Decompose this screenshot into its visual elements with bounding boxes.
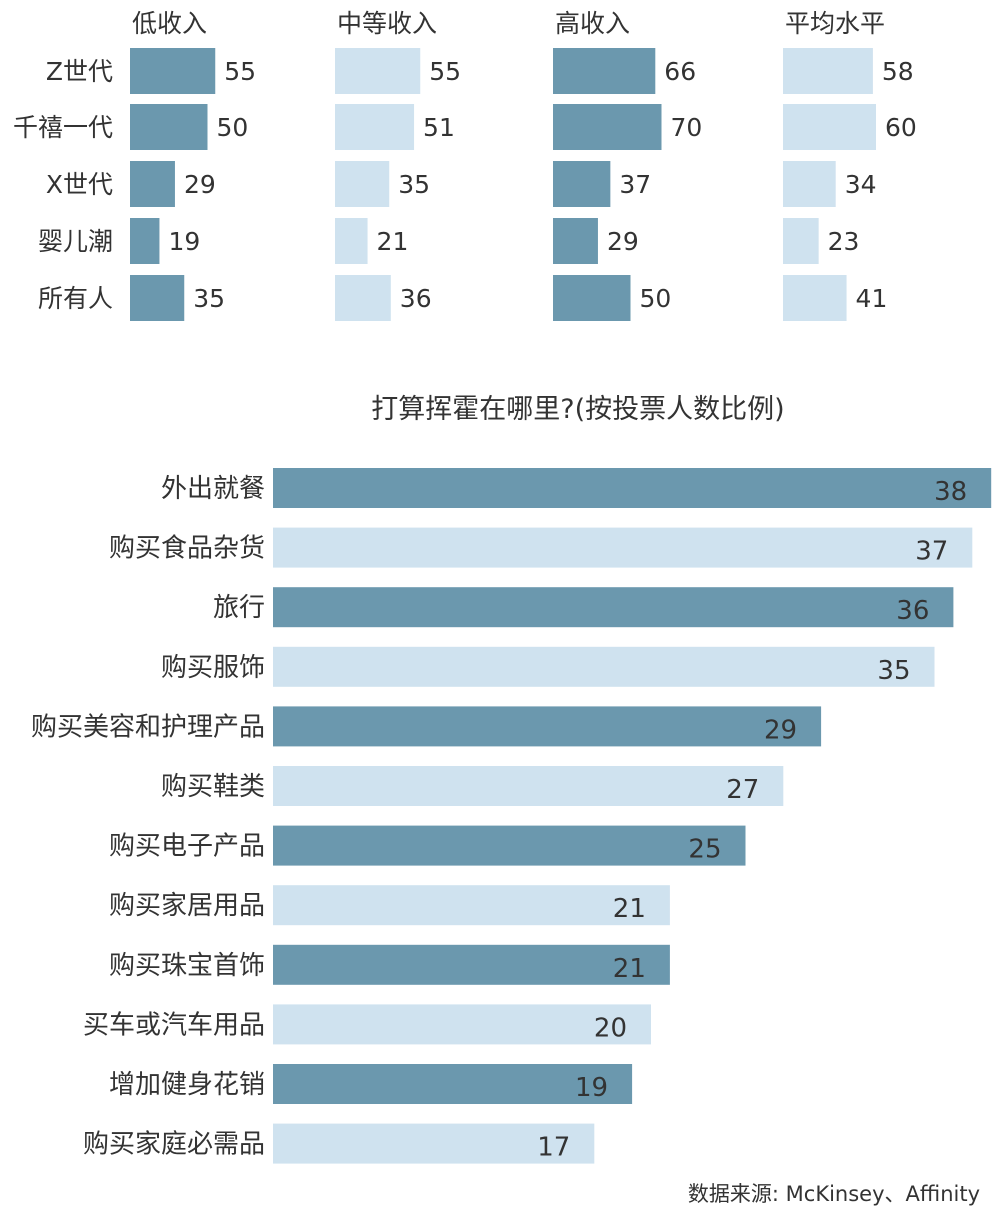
- bar: [130, 161, 175, 207]
- data-label: 29: [764, 715, 797, 745]
- bar: [273, 468, 992, 508]
- chart-title: 打算挥霍在哪里?(按投票人数比例): [371, 394, 784, 425]
- data-label: 55: [429, 57, 461, 86]
- data-label: 38: [934, 477, 967, 507]
- category-label: 购买家居用品: [109, 891, 265, 921]
- bar: [130, 48, 216, 94]
- bar: [335, 275, 391, 321]
- data-label: 25: [688, 835, 721, 865]
- data-label: 58: [882, 57, 914, 86]
- series-header: 中等收入: [337, 9, 437, 38]
- bar: [335, 218, 368, 264]
- generation-income-chart: Z世代千禧一代X世代婴儿潮所有人低收入5550291935中等收入5551352…: [13, 9, 917, 321]
- category-label: 千禧一代: [13, 113, 113, 142]
- data-label: 34: [845, 170, 877, 199]
- data-label: 37: [915, 537, 948, 567]
- data-label: 36: [896, 596, 929, 626]
- data-label: 35: [193, 284, 225, 313]
- data-label: 19: [575, 1073, 608, 1103]
- data-label: 41: [856, 284, 888, 313]
- data-label: 21: [377, 227, 409, 256]
- bar: [273, 1123, 595, 1164]
- data-label: 20: [594, 1013, 627, 1043]
- data-label: 29: [607, 227, 639, 256]
- bar: [553, 48, 656, 94]
- bar: [553, 161, 611, 207]
- bar: [273, 944, 670, 985]
- category-label: 购买食品杂货: [109, 534, 265, 564]
- category-label: 旅行: [213, 593, 265, 623]
- bar: [273, 825, 746, 866]
- bar: [335, 104, 415, 150]
- bar: [273, 587, 954, 628]
- data-label: 23: [828, 227, 860, 256]
- bar: [273, 885, 670, 926]
- category-label: 购买家庭必需品: [83, 1130, 265, 1160]
- data-label: 27: [726, 775, 759, 805]
- category-label: Z世代: [46, 57, 113, 86]
- series-header: 平均水平: [785, 9, 885, 38]
- data-label: 60: [885, 113, 917, 142]
- bar: [130, 218, 160, 264]
- bar: [553, 218, 598, 264]
- data-label: 35: [398, 170, 430, 199]
- bar: [273, 527, 973, 568]
- bar: [553, 104, 662, 150]
- series-header: 高收入: [555, 9, 630, 38]
- data-label: 51: [423, 113, 455, 142]
- bar: [273, 706, 822, 747]
- data-label: 17: [537, 1133, 570, 1163]
- category-label: 购买美容和护理产品: [31, 712, 265, 742]
- data-label: 50: [640, 284, 672, 313]
- data-label: 55: [224, 57, 256, 86]
- category-label: 购买鞋类: [161, 772, 265, 802]
- bar: [273, 1064, 633, 1104]
- category-label: 购买电子产品: [109, 832, 265, 862]
- category-label: 购买服饰: [161, 653, 265, 683]
- data-label: 21: [613, 894, 646, 924]
- bar: [783, 218, 819, 264]
- category-label: X世代: [46, 170, 113, 199]
- data-label: 66: [664, 57, 696, 86]
- bar: [273, 766, 784, 806]
- category-label: 婴儿潮: [38, 227, 113, 256]
- source-note: 数据来源: McKinsey、Affinity: [688, 1182, 980, 1206]
- category-label: 外出就餐: [161, 474, 265, 504]
- category-label: 购买珠宝首饰: [109, 951, 265, 981]
- spending-category-chart: 打算挥霍在哪里?(按投票人数比例) 外出就餐 38 购买食品杂货 37 旅行 36 购买服饰…: [31, 394, 992, 1164]
- data-label: 36: [400, 284, 432, 313]
- bar: [783, 104, 876, 150]
- bar: [783, 161, 836, 207]
- bar: [130, 104, 208, 150]
- bar: [783, 48, 873, 94]
- data-label: 35: [877, 656, 910, 686]
- bar: [130, 275, 185, 321]
- bar: [273, 646, 935, 687]
- data-label: 50: [217, 113, 249, 142]
- category-label: 买车或汽车用品: [83, 1010, 265, 1040]
- data-label: 29: [184, 170, 216, 199]
- data-label: 21: [613, 954, 646, 984]
- data-label: 37: [619, 170, 651, 199]
- bar: [335, 48, 421, 94]
- category-label: 增加健身花销: [109, 1070, 265, 1100]
- data-label: 19: [168, 227, 200, 256]
- data-label: 70: [671, 113, 703, 142]
- bar: [273, 1004, 651, 1045]
- series-header: 低收入: [132, 9, 207, 38]
- category-label: 所有人: [38, 284, 113, 313]
- bar: [783, 275, 847, 321]
- bar: [553, 275, 631, 321]
- bar: [335, 161, 390, 207]
